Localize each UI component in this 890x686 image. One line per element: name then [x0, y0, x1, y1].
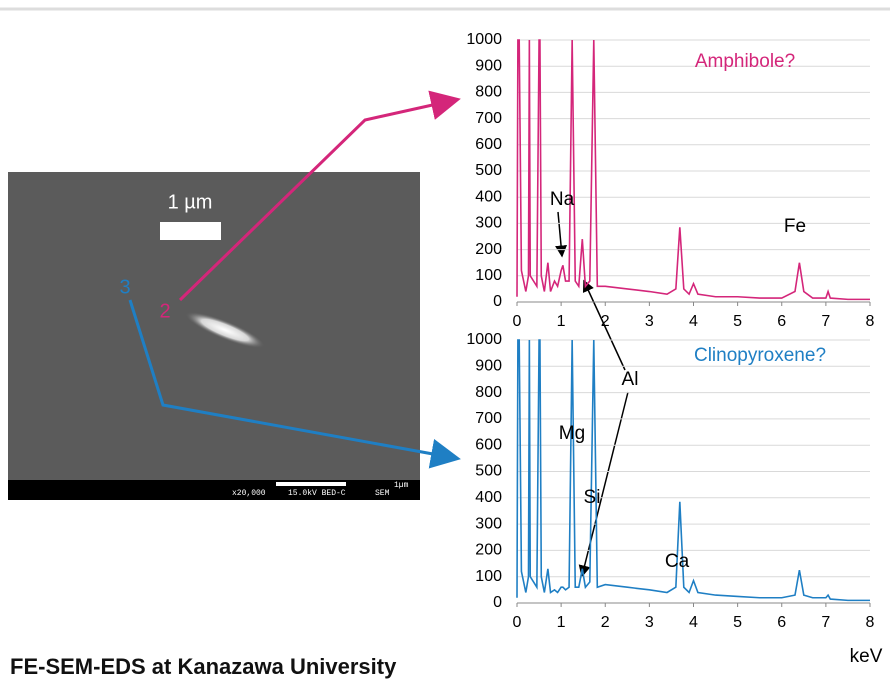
y-tick-label: 700: [475, 410, 502, 427]
x-tick-label: 6: [777, 614, 786, 631]
y-tick-label: 0: [493, 594, 502, 611]
pointer-arrow: [178, 90, 461, 302]
y-tick-label: 600: [475, 436, 502, 453]
point-label: 2: [159, 300, 170, 322]
y-tick-label: 500: [475, 463, 502, 480]
x-tick-label: 2: [601, 614, 610, 631]
series-label: Amphibole?: [695, 51, 795, 72]
y-tick-label: 100: [475, 267, 502, 284]
y-tick-label: 300: [475, 215, 502, 232]
figure-title: FE-SEM-EDS at Kanazawa University: [10, 654, 397, 679]
y-tick-label: 500: [475, 162, 502, 179]
y-tick-label: 900: [475, 57, 502, 74]
element-label: Ca: [665, 551, 690, 572]
y-tick-label: 800: [475, 84, 502, 101]
spectrum-line: [516, 39, 870, 301]
y-tick-label: 200: [475, 241, 502, 258]
sem-settings: 15.0kV BED-C: [288, 489, 346, 498]
y-tick-label: 400: [475, 489, 502, 506]
element-label: Na: [550, 189, 575, 210]
x-tick-label: 7: [821, 614, 830, 631]
pointer-arrow: [128, 299, 461, 469]
y-tick-label: 1000: [466, 331, 502, 348]
x-tick-label: 5: [733, 313, 742, 330]
y-tick-label: 900: [475, 358, 502, 375]
y-tick-label: 800: [475, 384, 502, 401]
x-tick-label: 3: [645, 614, 654, 631]
y-tick-label: 0: [493, 293, 502, 310]
x-tick-label: 1: [557, 614, 566, 631]
x-tick-label: 4: [689, 313, 698, 330]
x-tick-label: 6: [777, 313, 786, 330]
y-tick-label: 100: [475, 568, 502, 585]
element-label: Si: [584, 487, 601, 508]
y-tick-label: 300: [475, 515, 502, 532]
x-tick-label: 0: [513, 313, 522, 330]
element-label: Al: [622, 369, 639, 390]
x-tick-label: 1: [557, 313, 566, 330]
bar-scale: 1µm: [394, 481, 409, 490]
sem-image: 1 µm x20,000 15.0kV BED-C SEM 1µm 2 3: [8, 172, 420, 500]
x-tick-label: 3: [645, 313, 654, 330]
series-label: Clinopyroxene?: [694, 345, 826, 366]
point-label: 3: [119, 276, 130, 298]
x-tick-label: 5: [733, 614, 742, 631]
x-tick-label: 8: [866, 313, 875, 330]
magnification: x20,000: [232, 489, 266, 498]
element-label: Fe: [784, 216, 806, 237]
x-tick-label: 4: [689, 614, 698, 631]
x-tick-label: 2: [601, 313, 610, 330]
scale-label: 1 µm: [168, 191, 213, 213]
x-tick-label: 0: [513, 614, 522, 631]
x-tick-label: 7: [821, 313, 830, 330]
y-tick-label: 1000: [466, 31, 502, 48]
y-tick-label: 600: [475, 136, 502, 153]
x-axis-label: keV: [850, 646, 883, 667]
y-tick-label: 400: [475, 188, 502, 205]
x-tick-label: 8: [866, 614, 875, 631]
sem-mode: SEM: [375, 489, 390, 498]
spectrum-line: [516, 339, 870, 602]
y-tick-label: 700: [475, 110, 502, 127]
element-label: Mg: [559, 423, 585, 444]
y-tick-label: 200: [475, 542, 502, 559]
